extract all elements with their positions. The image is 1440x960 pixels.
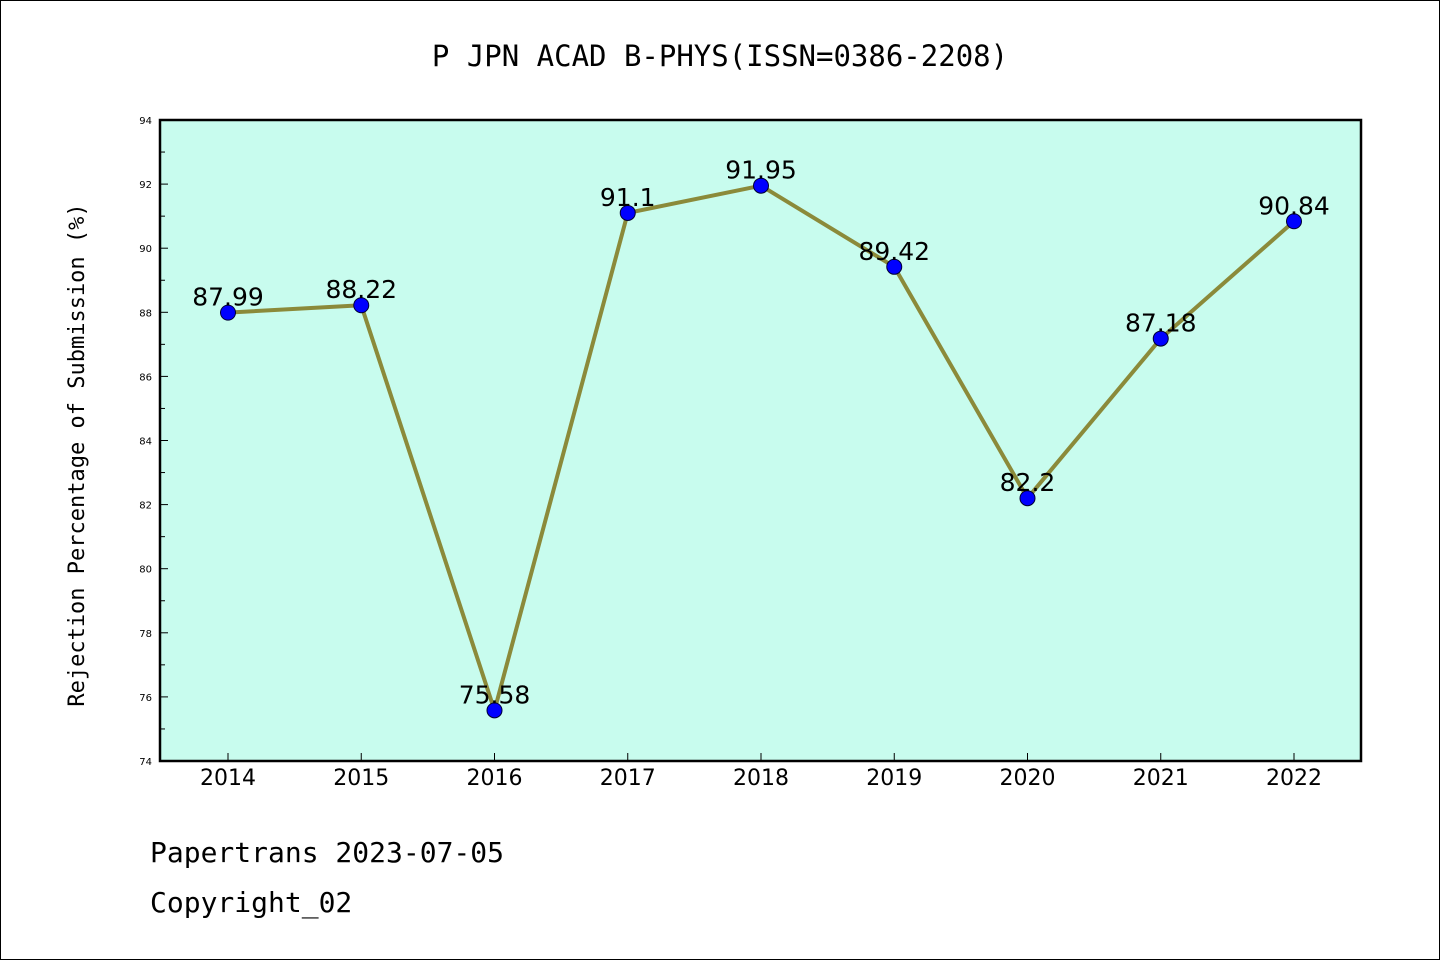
data-label: 88.22 (325, 275, 397, 304)
y-tick-label: 82 (139, 501, 152, 512)
x-tick-label: 2021 (1133, 766, 1189, 791)
y-tick-label: 74 (139, 757, 152, 768)
plot-area (160, 120, 1361, 761)
y-tick-label: 76 (139, 693, 152, 704)
data-label: 82.2 (1000, 468, 1056, 497)
data-points (220, 177, 1302, 719)
x-tick-label: 2019 (866, 766, 922, 791)
data-labels: 87.99 88.22 75.58 91.1 91.95 89.42 82.2 87.18 90… (192, 156, 1330, 710)
x-tick-label: 2020 (1000, 766, 1056, 791)
y-tick-label: 94 (139, 116, 152, 127)
x-tick-label: 2022 (1266, 766, 1322, 791)
y-tick-label: 88 (139, 308, 152, 319)
y-tick-label: 80 (139, 565, 152, 576)
y-axis-label: Rejection Percentage of Submission (%) (65, 203, 90, 706)
data-point (886, 258, 903, 275)
data-label: 91.95 (725, 156, 797, 185)
x-tick-label: 2015 (333, 766, 389, 791)
y-tick-label: 84 (139, 437, 152, 448)
data-label: 87.18 (1125, 309, 1197, 338)
data-point (486, 702, 503, 719)
data-label: 90.84 (1258, 191, 1330, 220)
x-tick-label: 2018 (733, 766, 789, 791)
chart-title: P JPN ACAD B-PHYS(ISSN=0386-2208) (432, 39, 1008, 73)
footer-copyright: Copyright_02 (150, 886, 353, 919)
y-tick-label: 78 (139, 629, 152, 640)
data-point (220, 304, 236, 321)
data-point (1019, 490, 1036, 507)
data-point (1286, 213, 1302, 230)
data-label: 91.1 (600, 183, 656, 212)
x-tick-label: 2017 (600, 766, 656, 791)
y-tick-label: 86 (139, 372, 152, 383)
plot-border (158, 118, 1363, 763)
data-point (619, 204, 636, 221)
y-tick-label: 90 (139, 244, 152, 255)
data-point (1152, 330, 1169, 347)
data-point (353, 297, 370, 314)
x-tick-label: 2014 (200, 766, 256, 791)
data-point (753, 177, 769, 194)
data-label: 89.42 (858, 237, 930, 266)
data-label: 75.58 (459, 680, 531, 709)
y-tick-label: 92 (139, 180, 152, 191)
x-tick-label: 2016 (467, 766, 523, 791)
x-axis: 2014 2015 2016 2017 2018 2019 2020 2021 2022 (200, 753, 1322, 791)
footer-source: Papertrans 2023-07-05 (150, 836, 505, 869)
data-label: 87.99 (192, 283, 264, 312)
